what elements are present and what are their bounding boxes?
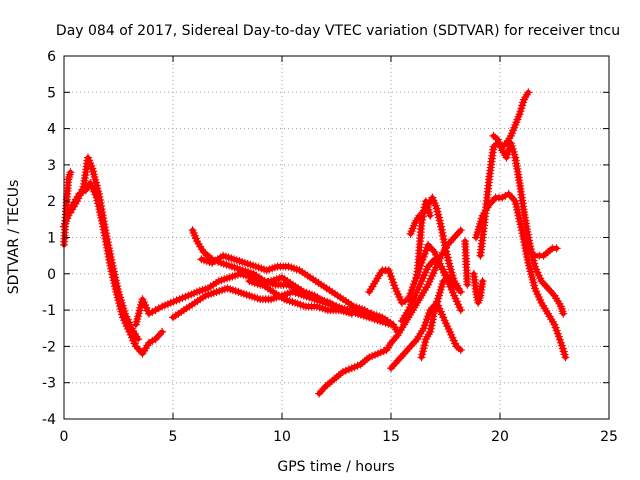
series-track-7 [197, 251, 391, 326]
series-markers [66, 153, 143, 344]
axis-ticks: 0 5 10 15 20 25 -4 -3 -2 -1 0 1 2 3 4 5 6 [42, 49, 618, 445]
y-tick-label: -1 [42, 303, 56, 319]
series-track-19 [476, 88, 533, 260]
series-markers [397, 255, 465, 326]
series-markers [522, 240, 561, 260]
y-tick-label: 3 [47, 158, 56, 174]
series-markers [417, 277, 448, 362]
y-tick-label: 5 [47, 85, 56, 101]
series-track-3 [66, 153, 143, 344]
x-tick-label: 20 [491, 429, 509, 445]
series-track-8 [245, 273, 396, 329]
y-tick-label: 6 [47, 49, 56, 65]
series-track-21 [522, 240, 561, 260]
y-tick-label: -4 [42, 412, 56, 428]
y-tick-label: -2 [42, 339, 56, 355]
x-tick-label: 5 [169, 429, 178, 445]
y-tick-label: 1 [47, 231, 56, 247]
y-tick-label: -3 [42, 376, 56, 392]
series-markers [197, 251, 391, 326]
series-markers [413, 197, 435, 282]
x-tick-label: 0 [60, 429, 69, 445]
x-tick-label: 15 [382, 429, 400, 445]
y-tick-label: 2 [47, 194, 56, 210]
series-markers [461, 237, 472, 289]
series-track-11 [386, 298, 465, 373]
series-track-20 [489, 131, 568, 318]
series-markers [476, 88, 533, 260]
chart-title: Day 084 of 2017, Sidereal Day-to-day VTE… [56, 23, 620, 39]
y-axis-label: SDTVAR / TECUs [6, 180, 22, 295]
series-track-12 [397, 255, 465, 326]
series-markers [245, 273, 396, 329]
series-markers [489, 131, 568, 318]
x-axis-label: GPS time / hours [277, 459, 394, 475]
series-markers [469, 269, 487, 307]
series-track-14 [413, 197, 435, 282]
series-track-15 [417, 277, 448, 362]
y-tick-label: 4 [47, 122, 56, 138]
series-track-16 [461, 237, 472, 289]
y-tick-label: 0 [47, 267, 56, 283]
data-series [59, 88, 570, 398]
x-tick-label: 10 [273, 429, 291, 445]
x-tick-label: 25 [600, 429, 618, 445]
series-track-17 [469, 269, 487, 307]
